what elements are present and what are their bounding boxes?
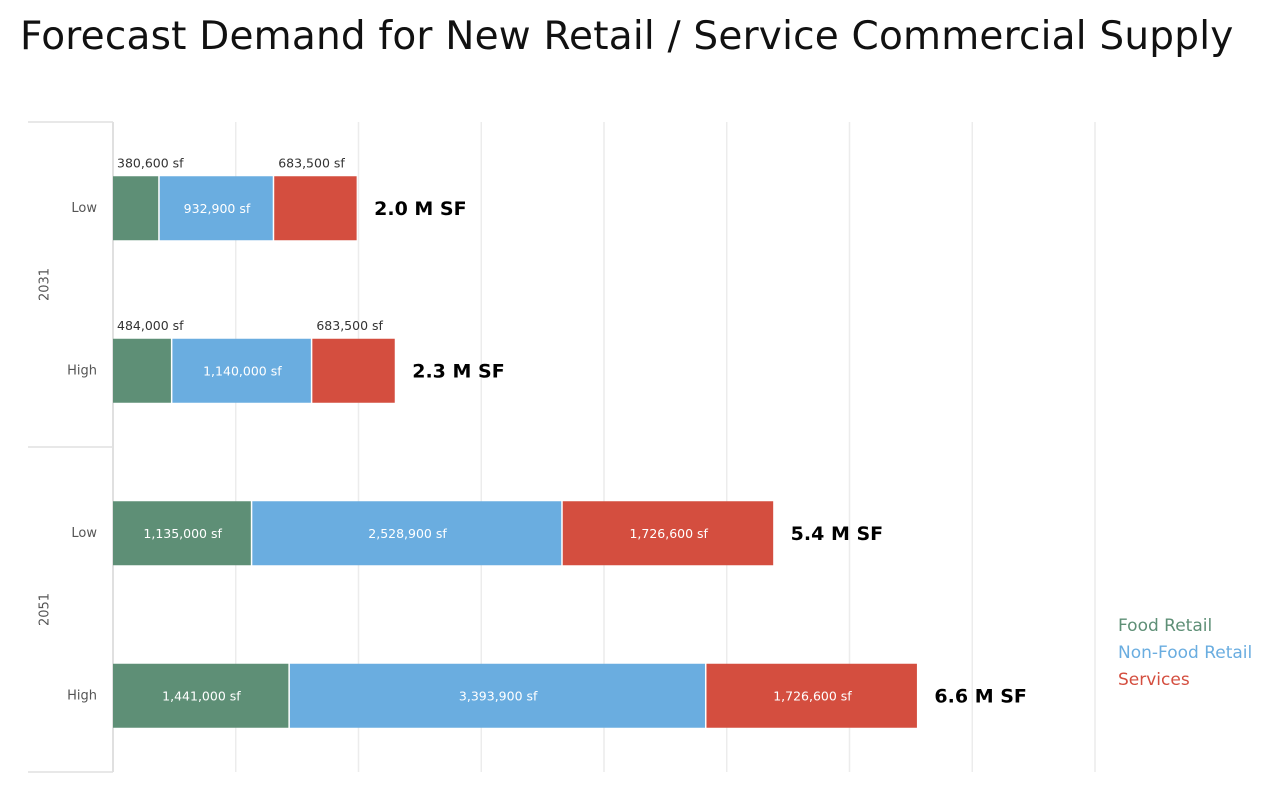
category-label: Low (71, 201, 97, 216)
group-label-2031: 2031 (38, 268, 53, 301)
bar-segment (289, 663, 705, 728)
legend-services: Services (1118, 670, 1190, 690)
category-label: Low (71, 526, 97, 541)
bar-segment (113, 338, 171, 403)
total-label: 2.0 M SF (374, 198, 466, 220)
legend-food-retail: Food Retail (1118, 616, 1213, 636)
chart-title: Forecast Demand for New Retail / Service… (20, 14, 1234, 59)
category-label: High (67, 688, 97, 703)
bar-segment (312, 338, 395, 403)
bar-segment (113, 176, 159, 241)
data-label: 1,726,600 sf (773, 688, 852, 703)
total-label: 2.3 M SF (412, 360, 504, 382)
bar-segment (252, 501, 562, 566)
data-label: 683,500 sf (316, 318, 383, 333)
data-label: 484,000 sf (117, 318, 184, 333)
legend-non-food-retail: Non-Food Retail (1118, 643, 1253, 663)
bar-segment (113, 501, 251, 566)
total-label: 6.6 M SF (934, 685, 1026, 707)
data-label: 932,900 sf (184, 201, 251, 216)
group-label-2051: 2051 (38, 593, 53, 626)
bar-segment (562, 501, 774, 566)
data-label: 1,726,600 sf (629, 526, 708, 541)
bar-segment (172, 338, 311, 403)
data-label: 1,135,000 sf (143, 526, 222, 541)
bar-segment (274, 176, 357, 241)
total-label: 5.4 M SF (791, 523, 883, 545)
category-label: High (67, 363, 97, 378)
bar-segment (706, 663, 917, 728)
data-label: 1,441,000 sf (162, 688, 241, 703)
bar-segment (159, 176, 273, 241)
data-label: 2,528,900 sf (368, 526, 447, 541)
data-label: 683,500 sf (278, 155, 345, 170)
data-label: 380,600 sf (117, 155, 184, 170)
data-label: 3,393,900 sf (459, 688, 538, 703)
bar-segment (113, 663, 289, 728)
legend: Food Retail Non-Food Retail Services (1118, 613, 1252, 694)
data-label: 1,140,000 sf (203, 363, 282, 378)
